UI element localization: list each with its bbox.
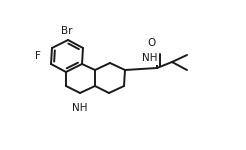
Text: NH: NH — [72, 103, 88, 113]
Text: F: F — [35, 51, 41, 61]
Text: Br: Br — [61, 26, 73, 36]
Text: O: O — [148, 38, 156, 48]
Text: NH: NH — [142, 53, 157, 63]
